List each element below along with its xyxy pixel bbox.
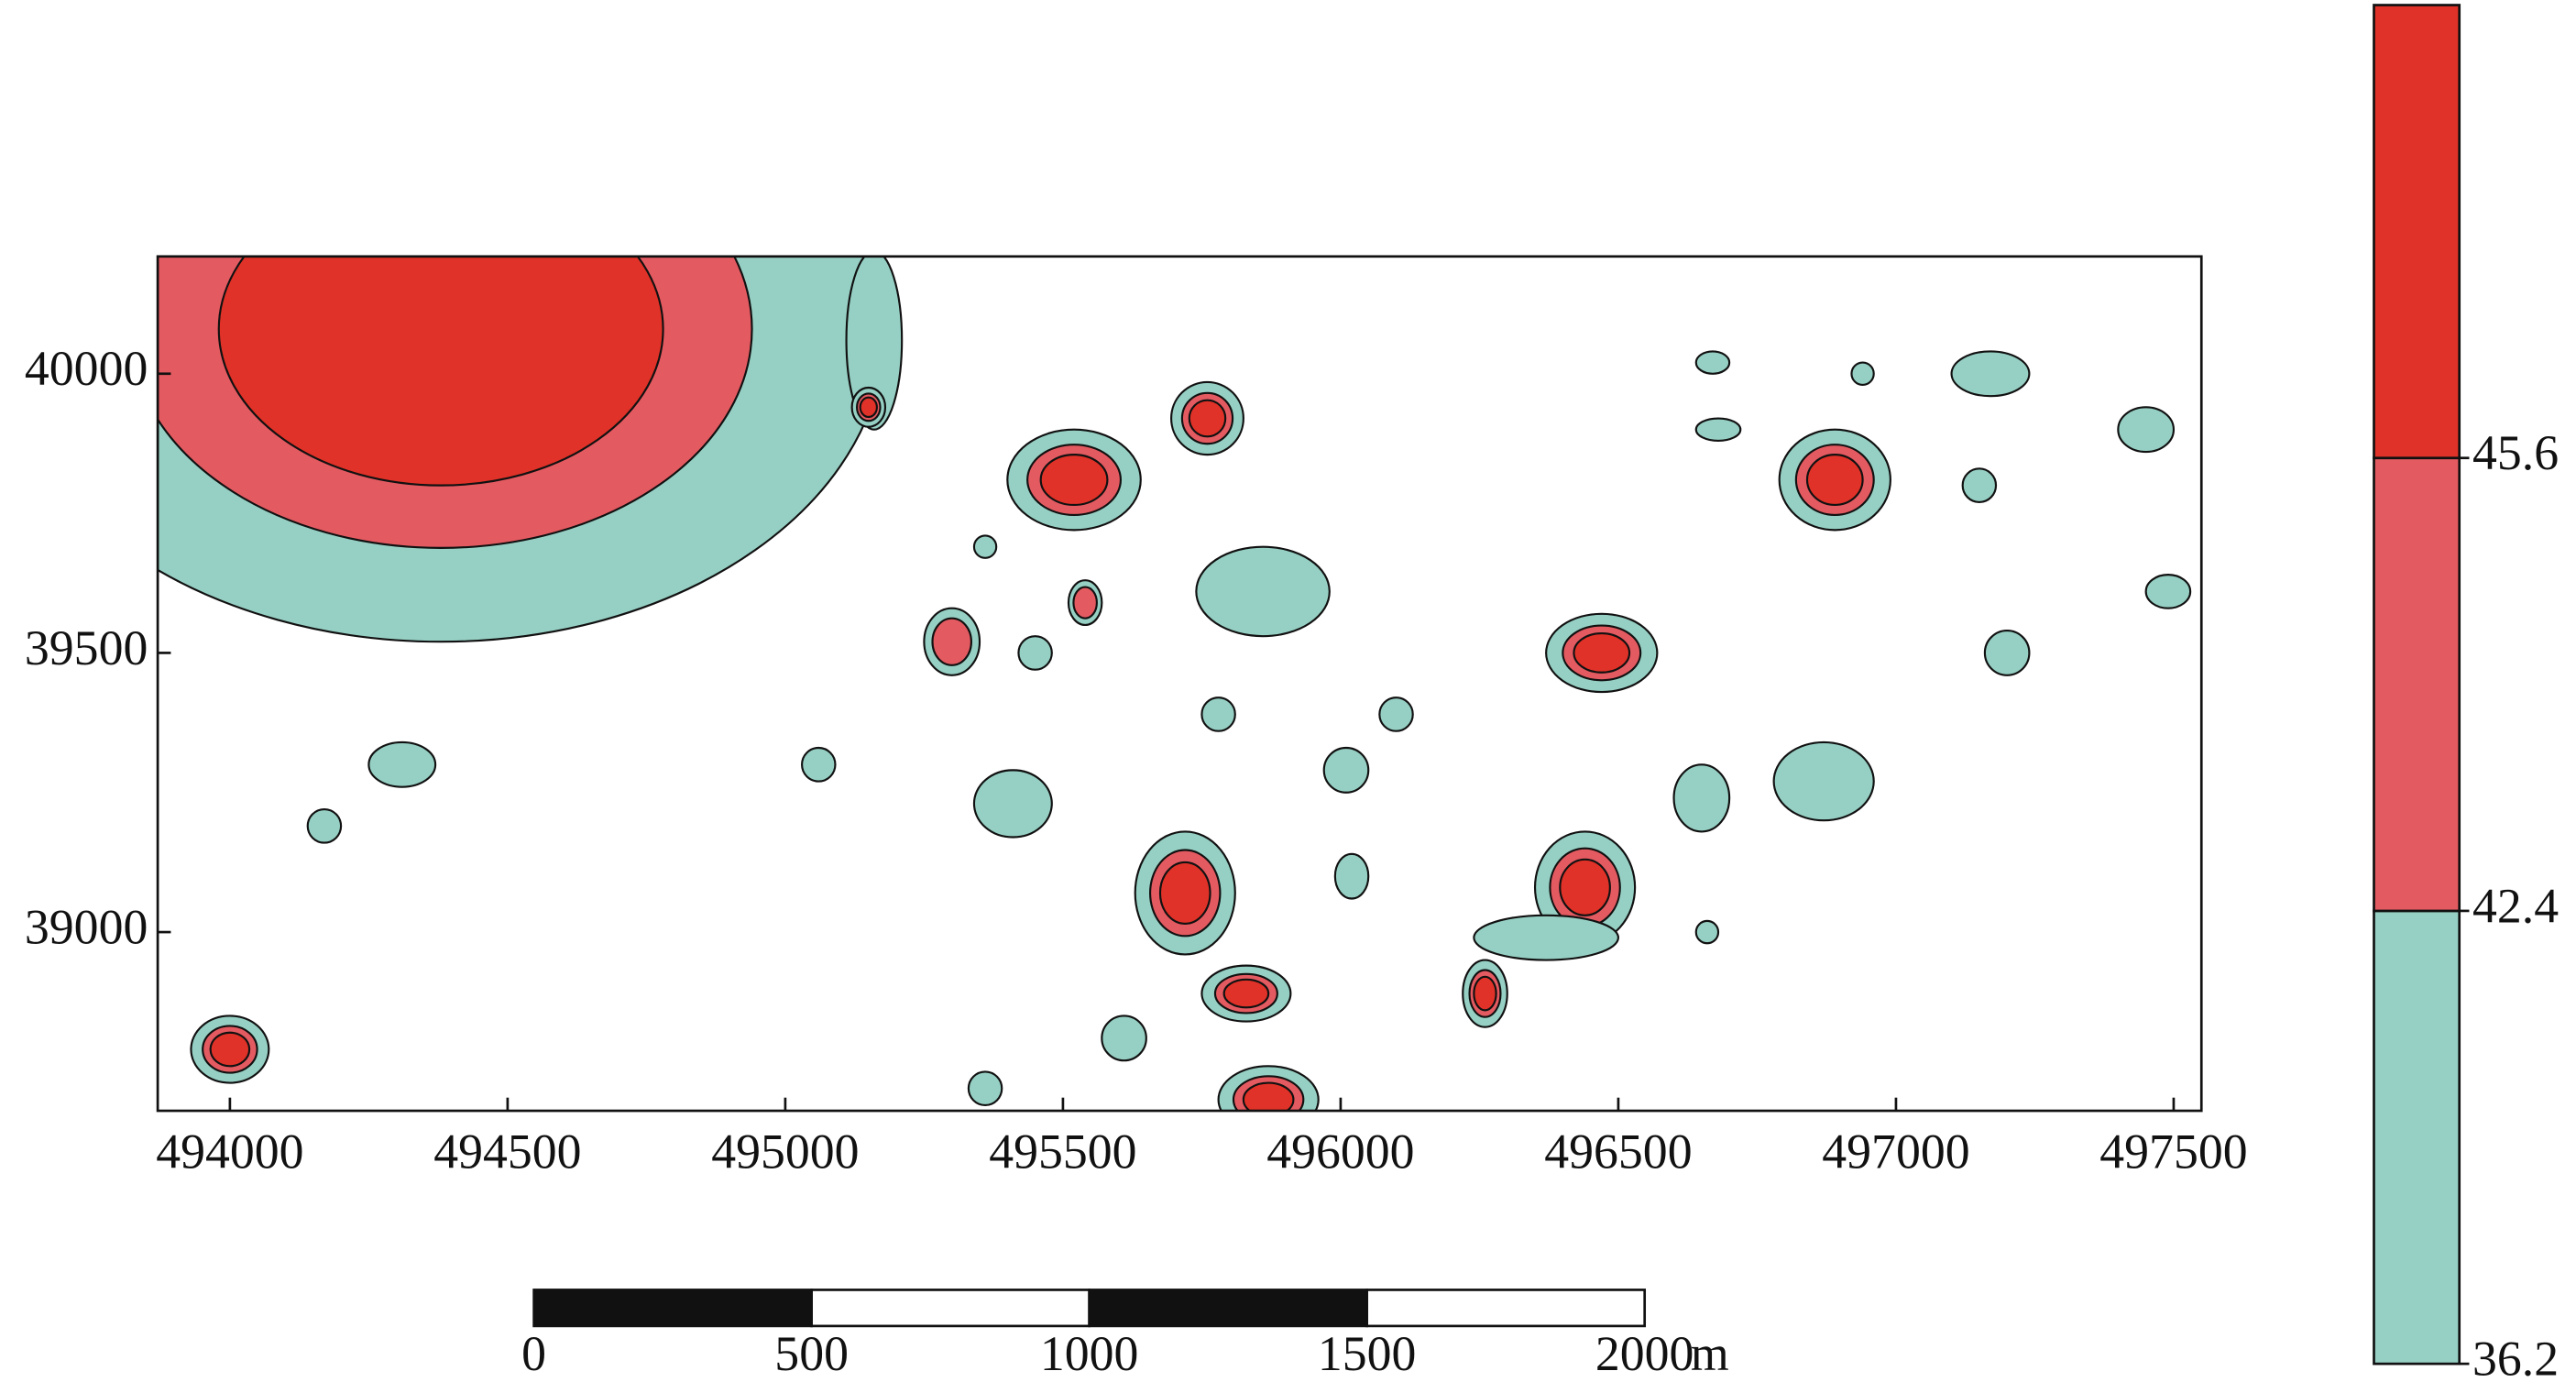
contour-region — [1559, 858, 1611, 916]
contour-region — [1333, 852, 1370, 900]
x-tick-label: 495000 — [711, 1124, 859, 1179]
x-tick-label: 495500 — [989, 1124, 1136, 1179]
scale-segment — [1365, 1289, 1647, 1328]
contour-region — [1573, 632, 1631, 674]
contour-region — [1242, 1081, 1295, 1112]
scale-label: 1000 — [1040, 1326, 1139, 1381]
contour-region — [1200, 696, 1236, 732]
contour-region — [2117, 406, 2176, 454]
contour-region — [217, 256, 664, 487]
contour-region — [801, 746, 837, 783]
x-tick-label: 496500 — [1544, 1124, 1692, 1179]
legend-swatch — [2373, 909, 2461, 1366]
contour-region — [306, 807, 343, 844]
contour-region — [1017, 635, 1053, 671]
contour-region — [845, 256, 904, 431]
contour-region — [1378, 696, 1414, 732]
legend-label: 45.6 — [2472, 425, 2559, 480]
contour-region — [2144, 574, 2192, 609]
y-tick-label: 39000 — [25, 899, 148, 954]
x-tick-label: 496000 — [1266, 1124, 1414, 1179]
scale-segment — [532, 1289, 813, 1328]
y-tick-label: 39500 — [25, 620, 148, 675]
legend-swatch — [2373, 456, 2461, 913]
legend-label: 36.2 — [2472, 1331, 2559, 1382]
contour-region — [1694, 417, 1742, 442]
legend-label: 42.4 — [2472, 878, 2559, 933]
contour-region — [1961, 467, 1998, 503]
scale-segment — [810, 1289, 1091, 1328]
contour-region — [1039, 454, 1109, 507]
contour-region — [1850, 361, 1875, 387]
contour-region — [1195, 545, 1331, 638]
x-tick-label: 494000 — [156, 1124, 303, 1179]
plot-frame — [156, 255, 2203, 1113]
contour-region — [859, 396, 878, 419]
legend-swatch — [2373, 4, 2461, 460]
x-tick-label: 497000 — [1822, 1124, 1969, 1179]
contour-region — [1694, 350, 1731, 375]
contour-region — [367, 740, 437, 788]
contour-region — [1222, 978, 1270, 1009]
scale-label: 500 — [774, 1326, 849, 1381]
contour-region — [1101, 1015, 1147, 1062]
contour-region — [1072, 586, 1098, 620]
contour-region — [931, 617, 972, 666]
contour-region — [1694, 919, 1720, 945]
scale-label: 0 — [521, 1326, 546, 1381]
scale-label: 2000 — [1595, 1326, 1694, 1381]
contour-region — [967, 1070, 1003, 1107]
contour-region — [1473, 975, 1497, 1012]
contour-region — [1983, 629, 2031, 676]
x-tick-label: 494500 — [433, 1124, 581, 1179]
scale-segment — [1088, 1289, 1369, 1328]
contour-region — [1672, 763, 1731, 833]
contour-region — [972, 769, 1053, 839]
contour-region — [1772, 740, 1875, 822]
contour-region — [1950, 350, 2031, 398]
scale-label: 1500 — [1318, 1326, 1417, 1381]
contour-region — [972, 534, 998, 559]
y-tick-label: 40000 — [25, 341, 148, 396]
x-tick-label: 497500 — [2099, 1124, 2247, 1179]
contour-region — [209, 1031, 251, 1068]
contour-region — [1805, 454, 1864, 507]
feature-layer — [158, 256, 2192, 1112]
contour-region — [1158, 861, 1211, 926]
contour-region — [1473, 914, 1620, 961]
scale-unit: m — [1691, 1326, 1729, 1381]
contour-region — [1188, 399, 1227, 438]
contour-region — [1322, 746, 1370, 794]
